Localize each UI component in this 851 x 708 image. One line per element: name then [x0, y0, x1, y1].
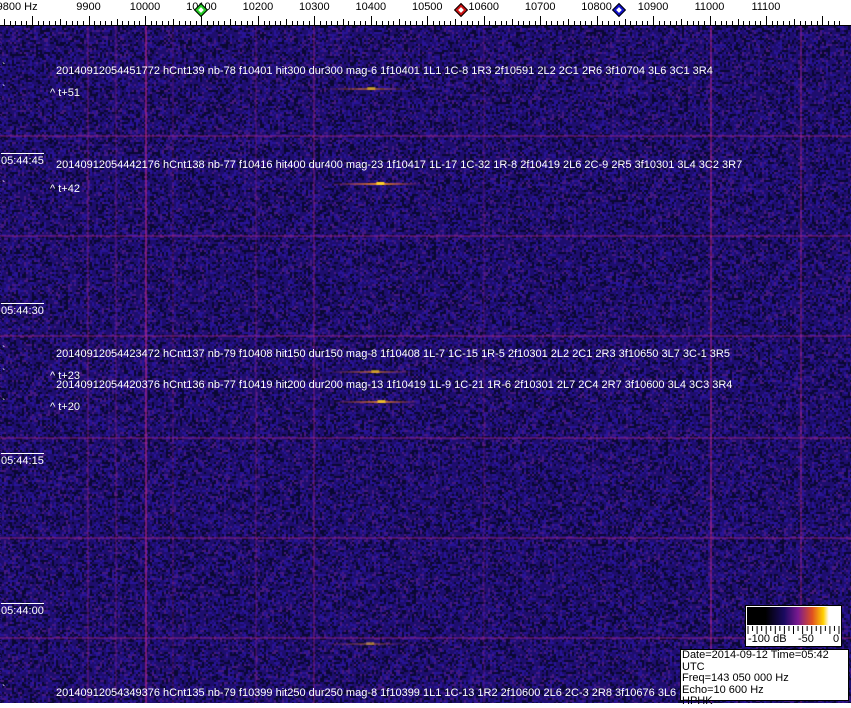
frequency-label: 9900	[76, 1, 101, 13]
time-label: 05:44:45	[1, 153, 44, 167]
colorbar-max: 0	[833, 633, 840, 645]
frequency-label: 10500	[411, 1, 443, 13]
time-label: 05:44:30	[1, 303, 44, 317]
waterfall-canvas	[0, 26, 851, 703]
event-line: 20140912054423472 hCnt137 nb-79 f10408 h…	[56, 348, 730, 360]
colorbar-min: -100 dB	[748, 633, 787, 645]
frequency-ticks	[0, 16, 851, 26]
event-offset: ^ t+42	[50, 183, 80, 195]
frequency-axis: 9800 Hz990010000101001020010300104001050…	[0, 0, 851, 26]
colorbar-scale	[747, 626, 840, 634]
frequency-label: 11000	[694, 1, 725, 13]
frequency-label: 10600	[468, 1, 499, 13]
info-frequency: Freq=143 050 000 Hz	[682, 672, 789, 684]
time-label: 05:44:15	[1, 453, 44, 467]
event-tick: `	[2, 368, 6, 379]
event-offset: ^ t+20	[50, 401, 80, 413]
event-tick: `	[2, 62, 6, 73]
frequency-label: 10000	[129, 1, 161, 13]
event-line: 20140912054420376 hCnt136 nb-77 f10419 h…	[56, 379, 733, 391]
event-line: 20140912054349376 hCnt135 nb-79 f10399 h…	[56, 687, 694, 699]
frequency-label: 10900	[637, 1, 669, 13]
info-echo: Echo=10 600 Hz	[682, 683, 764, 696]
colorbar-legend: -100 dB -50 0	[745, 605, 842, 647]
frequency-label: 10200	[242, 1, 274, 13]
info-box: Date=2014-09-12 Time=05:42 UTC Freq=143 …	[680, 649, 849, 707]
frequency-label: 11100	[751, 1, 781, 13]
frequency-label: 9800 Hz	[0, 1, 38, 13]
info-date-time: Date=2014-09-12 Time=05:42 UTC	[682, 649, 829, 673]
event-line: 20140912054451772 hCnt139 nb-78 f10401 h…	[56, 65, 713, 77]
event-tick: `	[2, 84, 6, 95]
colorbar-gradient	[747, 607, 840, 625]
spectrogram: 05:44:45 05:44:30 05:44:15 05:44:00 2014…	[0, 26, 851, 703]
event-tick: `	[2, 684, 6, 695]
info-station: HPHK	[682, 695, 713, 707]
event-tick: `	[2, 180, 6, 191]
event-offset: ^ t+23	[50, 370, 80, 382]
frequency-label: 10400	[355, 1, 387, 13]
time-label: 05:44:00	[1, 603, 44, 617]
event-tick: `	[2, 398, 6, 409]
event-line: 20140912054442176 hCnt138 nb-77 f10416 h…	[56, 159, 743, 171]
colorbar-mid: -50	[798, 633, 814, 645]
event-tick: `	[2, 345, 6, 356]
event-offset: ^ t+51	[50, 87, 80, 99]
frequency-label: 10700	[524, 1, 556, 13]
frequency-label: 10300	[299, 1, 330, 13]
frequency-label: 10800	[581, 1, 612, 13]
